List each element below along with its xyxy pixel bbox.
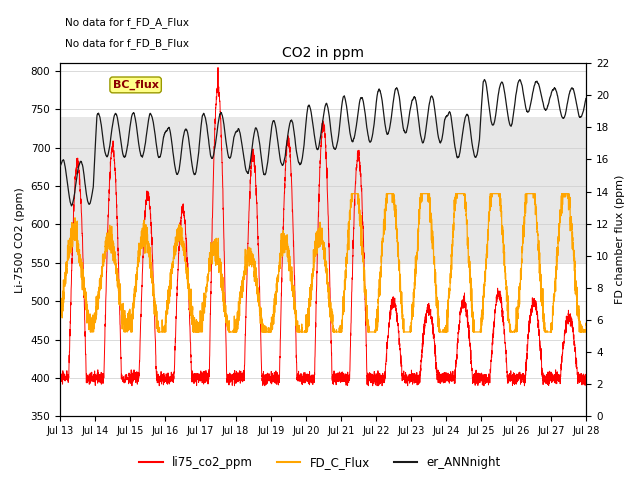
- Y-axis label: Li-7500 CO2 (ppm): Li-7500 CO2 (ppm): [15, 187, 25, 293]
- Text: No data for f_FD_A_Flux: No data for f_FD_A_Flux: [65, 17, 189, 28]
- Y-axis label: FD chamber flux (ppm): FD chamber flux (ppm): [615, 175, 625, 304]
- Bar: [60, 117, 586, 263]
- Text: No data for f_FD_B_Flux: No data for f_FD_B_Flux: [65, 38, 189, 49]
- Title: CO2 in ppm: CO2 in ppm: [282, 47, 364, 60]
- Text: BC_flux: BC_flux: [113, 80, 159, 90]
- Legend: li75_co2_ppm, FD_C_Flux, er_ANNnight: li75_co2_ppm, FD_C_Flux, er_ANNnight: [134, 452, 506, 474]
